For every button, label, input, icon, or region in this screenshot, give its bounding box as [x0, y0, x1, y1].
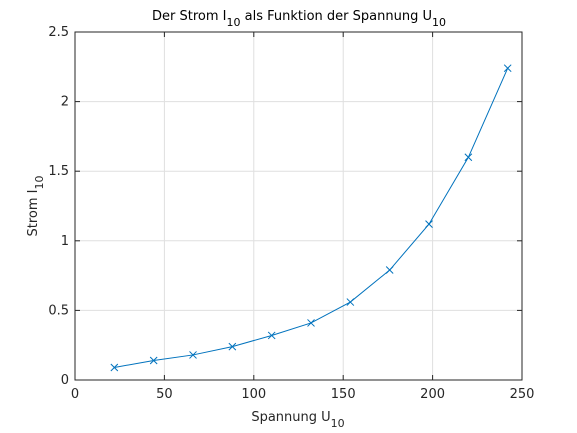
data-point-marker — [503, 64, 512, 73]
y-tick-label: 1 — [61, 234, 69, 249]
data-point-marker — [346, 298, 355, 306]
chart-title: Der Strom I10 als Funktion der Spannung … — [152, 9, 446, 29]
chart-title-subscript-1: 10 — [227, 16, 241, 29]
ticks: 0 50 100 150 200 250 0 0.5 1 1.5 2 2.5 — [48, 25, 534, 402]
chart-title-prefix: Der Strom I — [152, 9, 226, 24]
chart-title-subscript-2: 10 — [432, 16, 446, 29]
x-tick-label: 0 — [71, 387, 79, 402]
data-point-marker — [110, 363, 119, 372]
data-point-marker — [307, 319, 315, 327]
data-point-marker — [464, 153, 473, 162]
x-tick-label: 150 — [331, 387, 356, 402]
series — [110, 64, 512, 372]
data-point-marker — [228, 342, 237, 351]
y-axis-label: Strom I10 — [26, 176, 46, 237]
data-point-marker — [149, 356, 158, 365]
y-axis-label-subscript: 10 — [33, 176, 46, 190]
y-tick-label: 0 — [61, 373, 69, 388]
x-tick-label: 100 — [241, 387, 266, 402]
data-point-marker — [267, 331, 276, 340]
x-axis-label-subscript: 10 — [331, 417, 345, 430]
chart-title-middle: als Funktion der Spannung U — [241, 9, 432, 24]
grid — [75, 32, 522, 380]
data-point-marker — [189, 351, 197, 359]
plot-frame — [74, 31, 523, 381]
x-axis-label: Spannung U10 — [251, 410, 344, 430]
x-tick-label: 50 — [156, 387, 173, 402]
x-axis-label-prefix: Spannung U — [251, 410, 330, 425]
y-tick-label: 2.5 — [48, 25, 69, 40]
x-tick-label: 250 — [510, 387, 535, 402]
y-tick-label: 1.5 — [48, 164, 69, 179]
y-axis-label-prefix: Strom I — [26, 190, 41, 237]
x-tick-label: 200 — [420, 387, 445, 402]
y-tick-label: 0.5 — [48, 303, 69, 318]
data-point-marker — [385, 266, 394, 274]
y-tick-label: 2 — [61, 95, 69, 110]
data-point-marker — [425, 220, 433, 228]
